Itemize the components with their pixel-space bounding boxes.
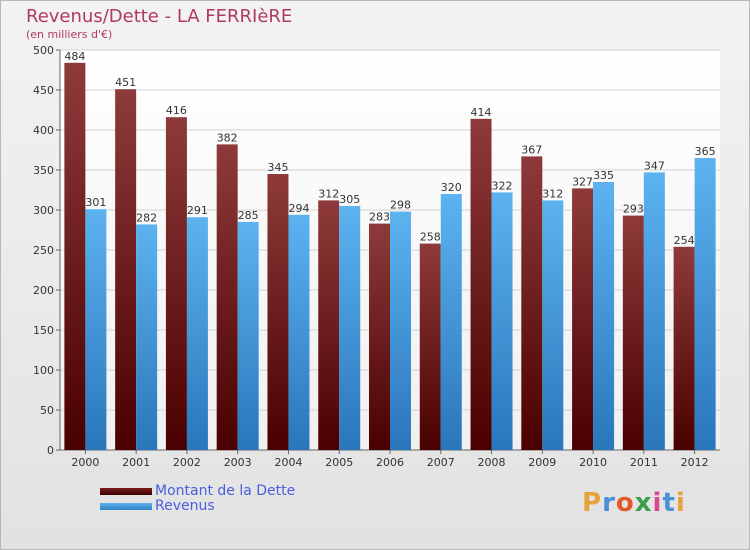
data-label-revenue: 320: [441, 181, 462, 194]
data-label-revenue: 294: [288, 202, 309, 215]
legend-label-revenue: Revenus: [155, 498, 215, 514]
data-label-revenue: 301: [85, 196, 106, 209]
data-label-debt: 484: [64, 50, 85, 63]
data-label-revenue: 285: [238, 209, 259, 222]
bar-debt: [470, 118, 492, 451]
bar-revenue: [85, 209, 107, 450]
data-label-debt: 293: [623, 203, 644, 216]
data-label-revenue: 312: [542, 187, 563, 200]
chart-title: Revenus/Dette - LA FERRIèRE: [26, 6, 293, 27]
data-label-debt: 451: [115, 76, 136, 89]
bar-debt: [521, 156, 543, 450]
bar-revenue: [542, 200, 564, 450]
data-label-revenue: 291: [187, 204, 208, 217]
legend-swatch-debt: [100, 488, 152, 495]
chart-subtitle: (en milliers d'€): [26, 28, 113, 41]
logo-letter: i: [675, 488, 686, 518]
y-tick-label: 200: [33, 284, 54, 297]
y-tick-label: 450: [33, 84, 54, 97]
bar-revenue: [136, 224, 158, 450]
data-label-debt: 312: [318, 187, 339, 200]
data-label-debt: 414: [471, 106, 492, 119]
logo-letter: r: [602, 488, 616, 518]
x-tick-label: 2000: [71, 456, 99, 469]
logo-letter: x: [634, 488, 653, 518]
y-tick-label: 350: [33, 164, 54, 177]
x-tick-label: 2010: [579, 456, 607, 469]
bar-debt: [419, 243, 441, 450]
bar-revenue: [694, 158, 716, 450]
data-label-debt: 258: [420, 231, 441, 244]
y-tick-label: 50: [40, 404, 54, 417]
y-tick-label: 100: [33, 364, 54, 377]
x-tick-label: 2002: [173, 456, 201, 469]
x-tick-label: 2009: [528, 456, 556, 469]
data-label-revenue: 322: [492, 179, 513, 192]
x-tick-label: 2012: [681, 456, 709, 469]
bar-debt: [369, 223, 390, 450]
data-label-revenue: 298: [390, 199, 411, 212]
bar-debt: [622, 215, 644, 450]
bar-debt: [216, 144, 238, 450]
logo-letter: o: [615, 488, 635, 518]
x-tick-label: 2007: [427, 456, 455, 469]
bar-revenue: [491, 192, 513, 450]
data-label-debt: 345: [267, 161, 288, 174]
logo-letter: P: [582, 488, 603, 518]
logo-letter: t: [662, 488, 676, 518]
data-label-debt: 283: [369, 211, 390, 224]
y-tick-label: 300: [33, 204, 54, 217]
x-tick-label: 2004: [274, 456, 302, 469]
legend-label-debt: Montant de la Dette: [155, 483, 296, 499]
bar-revenue: [339, 206, 361, 450]
y-tick-label: 0: [47, 444, 54, 457]
data-label-revenue: 282: [136, 211, 157, 224]
x-tick-label: 2008: [478, 456, 506, 469]
bar-debt: [64, 62, 86, 451]
bar-revenue: [288, 214, 310, 450]
bar-revenue: [643, 172, 665, 450]
y-tick-label: 500: [33, 44, 54, 57]
y-tick-label: 400: [33, 124, 54, 137]
x-tick-label: 2006: [376, 456, 404, 469]
x-tick-label: 2005: [325, 456, 353, 469]
x-tick-label: 2001: [122, 456, 150, 469]
bar-debt: [318, 200, 340, 450]
y-tick-label: 150: [33, 324, 54, 337]
bar-debt: [165, 117, 187, 450]
bar-debt: [267, 174, 289, 450]
bar-revenue: [237, 222, 259, 450]
proxiti-logo: Proxiti: [582, 488, 686, 518]
x-tick-label: 2003: [224, 456, 252, 469]
data-label-revenue: 347: [644, 159, 665, 172]
data-label-revenue: 335: [593, 169, 614, 182]
bar-debt: [673, 246, 695, 450]
bar-revenue: [593, 182, 615, 450]
bar-revenue: [186, 217, 208, 450]
bar-debt: [572, 188, 594, 450]
data-label-revenue: 365: [695, 145, 716, 158]
data-label-revenue: 305: [339, 193, 360, 206]
x-tick-label: 2011: [630, 456, 658, 469]
y-tick-label: 250: [33, 244, 54, 257]
legend-swatch-revenue: [100, 503, 152, 510]
data-label-debt: 367: [521, 143, 542, 156]
data-label-debt: 254: [674, 234, 695, 247]
bar-debt: [115, 89, 137, 450]
data-label-debt: 382: [217, 131, 238, 144]
data-label-debt: 327: [572, 175, 593, 188]
bar-revenue: [390, 211, 411, 450]
data-label-debt: 416: [166, 104, 187, 117]
bar-revenue: [440, 194, 462, 450]
logo-letter: i: [652, 488, 663, 518]
